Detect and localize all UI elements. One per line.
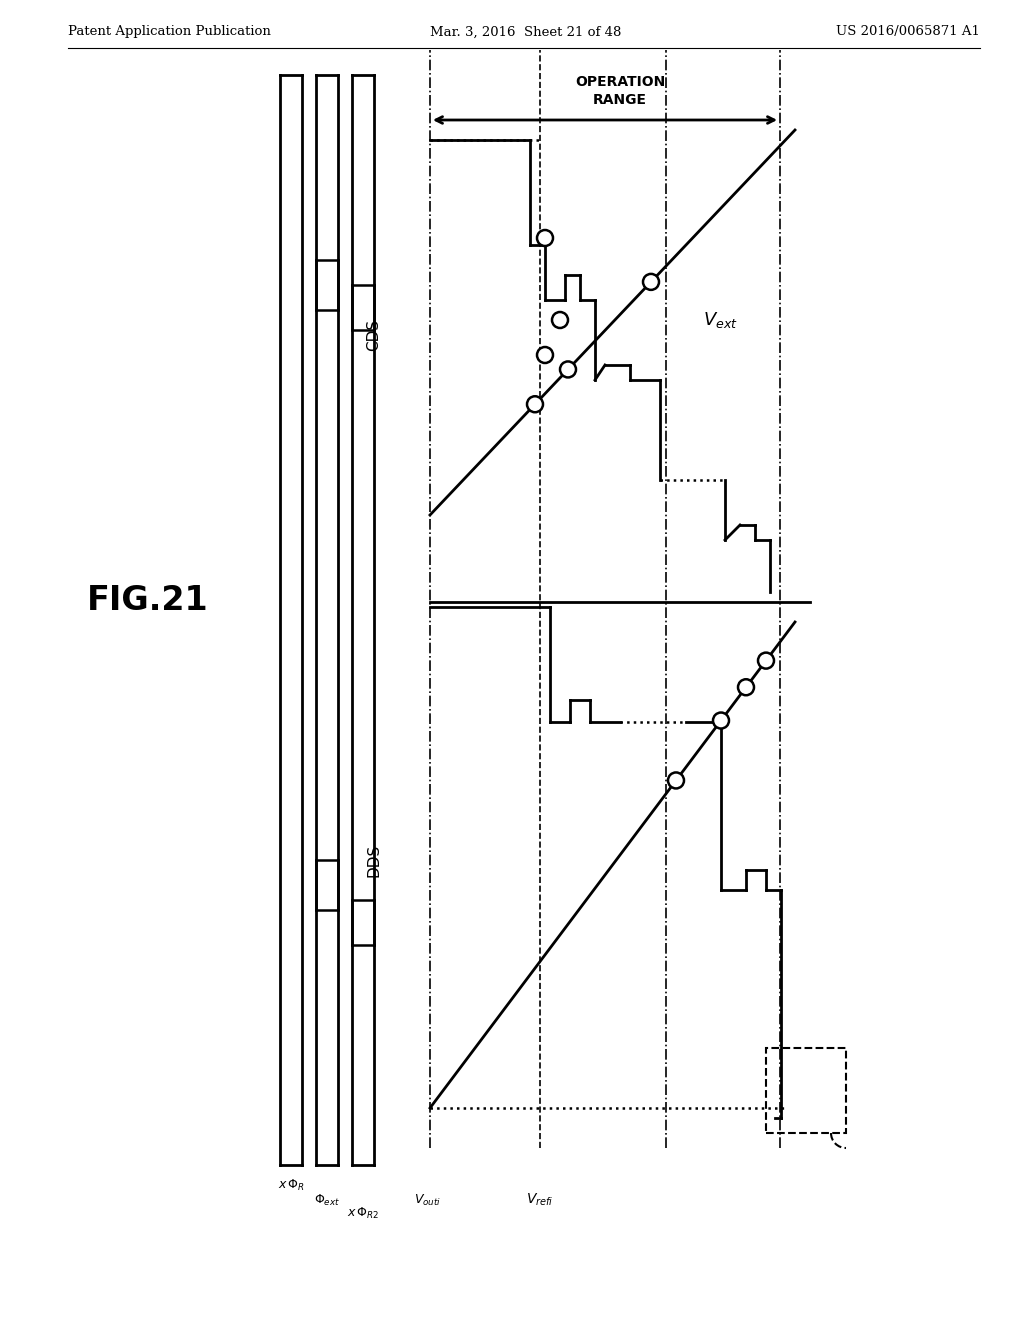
Text: US 2016/0065871 A1: US 2016/0065871 A1: [837, 25, 980, 38]
Text: $x\,\Phi_R$: $x\,\Phi_R$: [278, 1177, 304, 1192]
Text: DDS: DDS: [367, 843, 382, 876]
Text: OPERATION: OPERATION: [574, 75, 666, 88]
Text: $\Phi_{ext}$: $\Phi_{ext}$: [314, 1192, 340, 1208]
Circle shape: [552, 312, 568, 327]
Text: Mar. 3, 2016  Sheet 21 of 48: Mar. 3, 2016 Sheet 21 of 48: [430, 25, 622, 38]
Circle shape: [758, 652, 774, 669]
Circle shape: [560, 362, 575, 378]
Circle shape: [738, 680, 754, 696]
Text: $V_{ext}$: $V_{ext}$: [702, 310, 737, 330]
Text: $x\,\Phi_{R2}$: $x\,\Phi_{R2}$: [347, 1205, 379, 1221]
Circle shape: [537, 230, 553, 246]
Circle shape: [643, 273, 659, 290]
Circle shape: [668, 772, 684, 788]
Circle shape: [713, 713, 729, 729]
Text: CDS: CDS: [367, 319, 382, 351]
Circle shape: [527, 396, 543, 412]
Text: $V_{outi}$: $V_{outi}$: [415, 1192, 441, 1208]
Text: RANGE: RANGE: [593, 92, 647, 107]
Circle shape: [537, 347, 553, 363]
Text: Patent Application Publication: Patent Application Publication: [68, 25, 271, 38]
Text: $V_{refi}$: $V_{refi}$: [526, 1192, 554, 1208]
Text: FIG.21: FIG.21: [87, 583, 209, 616]
